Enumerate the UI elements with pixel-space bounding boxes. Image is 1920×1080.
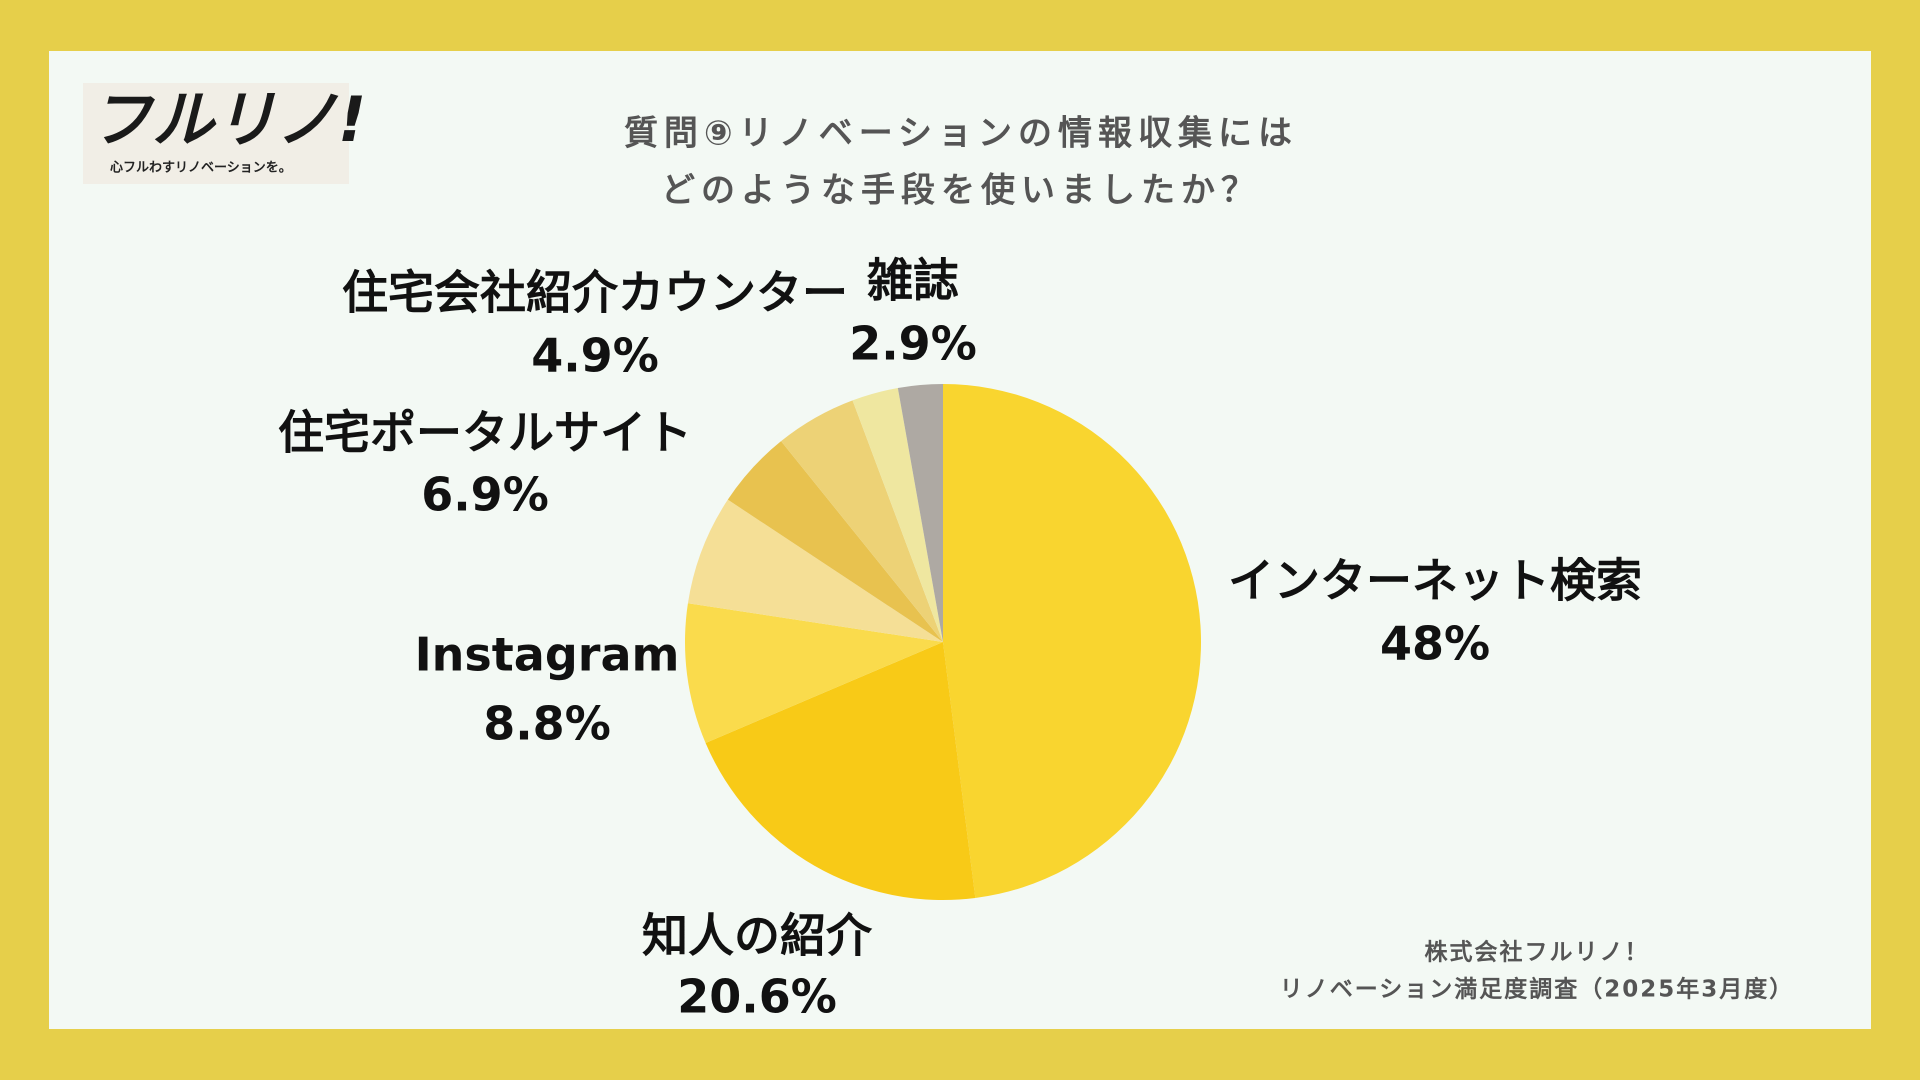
slice-label: 知人の紹介	[642, 909, 873, 963]
logo-box	[83, 83, 349, 184]
logo-mark: フルリノ!	[90, 83, 366, 156]
chart-title: 質問⑨リノベーションの情報収集には	[624, 114, 1298, 154]
pie-slice	[943, 384, 1201, 898]
pie-slice	[781, 400, 943, 642]
slice-label: Instagram	[415, 628, 680, 682]
pie-slice	[685, 603, 943, 743]
value-label: 8.8%	[483, 697, 611, 751]
source-note: 株式会社フルリノ！	[1425, 939, 1650, 966]
pie-slice	[705, 642, 976, 900]
value-label: 6.9%	[421, 468, 549, 522]
pie-slice	[897, 384, 943, 642]
slice-label: 雑誌	[866, 254, 959, 308]
slice-label: 住宅会社紹介カウンター	[342, 266, 848, 320]
value-label: 20.6%	[677, 970, 837, 1024]
slice-label: 住宅ポータルサイト	[278, 406, 692, 460]
slice-label: インターネット検索	[1228, 554, 1642, 608]
logo-tagline: 心フルわすリノベーションを。	[110, 161, 292, 176]
source-note: リノベーション満足度調査（2025年3月度）	[1280, 976, 1795, 1003]
chart-title: どのような手段を使いましたか？	[661, 171, 1261, 211]
pie-slice	[852, 387, 943, 642]
value-label: 2.9%	[849, 317, 977, 371]
value-label: 4.9%	[531, 329, 659, 383]
value-label: 48%	[1380, 617, 1490, 671]
pie-slice	[687, 499, 943, 642]
pie-slice	[727, 441, 943, 642]
